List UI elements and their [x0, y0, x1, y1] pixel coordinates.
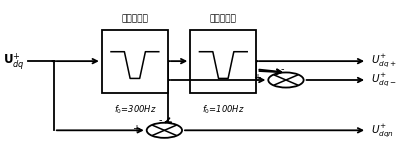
Circle shape	[51, 60, 56, 62]
Text: $f_0$=100Hz: $f_0$=100Hz	[202, 104, 245, 116]
Text: -: -	[159, 115, 162, 125]
Bar	[190, 30, 256, 93]
Text: $U_{dq+}^{+}$: $U_{dq+}^{+}$	[371, 53, 396, 69]
Text: -: -	[280, 64, 284, 74]
Circle shape	[166, 60, 171, 62]
Text: +: +	[253, 73, 261, 83]
Text: +: +	[132, 124, 140, 134]
Text: $\mathbf{U}_{dq}^{+}$: $\mathbf{U}_{dq}^{+}$	[2, 51, 24, 72]
Text: $U_{dqn}^{+}$: $U_{dqn}^{+}$	[371, 122, 394, 139]
Circle shape	[254, 60, 259, 62]
Circle shape	[166, 79, 171, 81]
Text: $f_0$=300Hz: $f_0$=300Hz	[114, 104, 156, 116]
Text: $U_{dq-}^{+}$: $U_{dq-}^{+}$	[371, 72, 396, 88]
Bar	[102, 30, 168, 93]
Text: 后级陷波器: 后级陷波器	[210, 14, 237, 23]
Text: 前级陷波器: 前级陷波器	[122, 14, 148, 23]
